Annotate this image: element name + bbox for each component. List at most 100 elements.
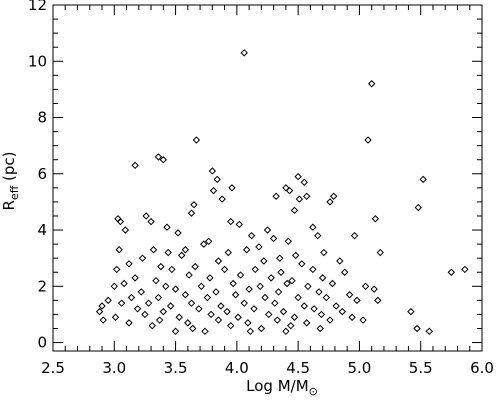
x-tick-label: 3.5 xyxy=(164,359,188,377)
data-point xyxy=(220,265,229,274)
data-point xyxy=(121,226,130,234)
y-tick-label: 10 xyxy=(28,52,47,70)
data-point xyxy=(227,321,235,330)
data-point xyxy=(206,274,214,282)
data-point xyxy=(338,307,346,316)
data-point xyxy=(317,310,326,319)
data-point xyxy=(207,310,215,319)
x-axis-title: Log M/M⊙ xyxy=(246,377,318,398)
data-point xyxy=(133,305,142,313)
data-point xyxy=(247,231,256,240)
data-point xyxy=(218,195,226,203)
data-point xyxy=(371,215,380,223)
data-point xyxy=(224,248,232,257)
data-point xyxy=(425,327,434,336)
data-point xyxy=(271,299,279,307)
data-point xyxy=(155,316,164,324)
data-point xyxy=(154,153,163,161)
data-point xyxy=(213,175,221,184)
data-point xyxy=(285,186,294,195)
data-point xyxy=(159,156,168,164)
data-point xyxy=(125,319,133,327)
x-tick-label: 4.0 xyxy=(225,359,249,377)
data-point xyxy=(191,262,199,271)
data-point xyxy=(245,285,253,293)
data-point xyxy=(345,291,354,299)
data-point xyxy=(147,217,155,226)
data-point xyxy=(326,316,334,324)
data-point xyxy=(261,293,269,302)
data-point xyxy=(251,265,259,274)
data-point xyxy=(189,324,197,333)
data-point xyxy=(138,254,147,262)
data-point xyxy=(260,257,268,265)
data-point xyxy=(115,246,123,254)
data-point xyxy=(157,262,165,271)
data-point xyxy=(267,274,275,282)
data-point xyxy=(159,307,168,316)
data-point xyxy=(185,271,193,279)
data-point xyxy=(447,268,456,276)
data-points xyxy=(95,49,469,336)
data-point xyxy=(316,324,324,333)
data-point xyxy=(413,324,421,333)
data-point xyxy=(298,260,306,268)
data-point xyxy=(223,307,231,316)
x-axis-title-main: Log M/M xyxy=(246,377,309,395)
data-point xyxy=(104,296,112,305)
data-point xyxy=(283,279,291,288)
data-point xyxy=(240,299,248,307)
data-point xyxy=(166,302,175,310)
data-point xyxy=(309,223,317,231)
data-point xyxy=(361,282,370,291)
data-point xyxy=(367,80,376,88)
data-point xyxy=(310,305,318,313)
data-point xyxy=(171,285,180,293)
data-point xyxy=(229,279,237,288)
data-point xyxy=(137,288,145,296)
data-point xyxy=(290,206,299,215)
data-point xyxy=(288,276,296,285)
data-point xyxy=(195,305,203,313)
data-point xyxy=(214,257,223,265)
data-point xyxy=(168,265,176,274)
data-point xyxy=(304,282,312,291)
data-point xyxy=(326,198,334,206)
y-tick-label: 2 xyxy=(37,277,47,295)
data-point xyxy=(187,299,196,307)
tick-labels: 2.5 3.0 3.5 4.0 4.5 5.0 5.5 6.0 0 2 4 6 8 10 12 xyxy=(28,0,494,377)
data-point xyxy=(148,321,156,330)
data-point xyxy=(117,299,126,307)
data-point xyxy=(348,313,356,321)
data-point xyxy=(309,265,317,274)
data-point xyxy=(295,195,304,203)
data-point xyxy=(212,288,220,296)
data-point xyxy=(314,231,322,240)
data-point xyxy=(209,186,218,195)
data-point xyxy=(370,285,378,293)
data-point xyxy=(201,327,209,336)
data-point xyxy=(374,296,382,305)
data-point xyxy=(279,307,288,316)
data-point xyxy=(171,327,180,336)
x-tick-label: 2.5 xyxy=(41,359,65,377)
y-tick-label: 12 xyxy=(28,0,47,14)
data-point xyxy=(152,276,160,285)
data-point xyxy=(287,321,295,330)
y-tick-label: 0 xyxy=(37,334,47,352)
data-point xyxy=(164,248,172,257)
data-point xyxy=(203,293,212,302)
data-point xyxy=(257,324,266,333)
data-point xyxy=(217,302,225,310)
data-point xyxy=(111,313,120,321)
data-point xyxy=(303,192,311,200)
data-point xyxy=(284,237,293,245)
data-point xyxy=(359,316,367,324)
data-point xyxy=(328,279,337,288)
data-point xyxy=(350,231,359,240)
data-point xyxy=(318,274,327,282)
data-point xyxy=(320,248,328,257)
data-point xyxy=(192,136,201,144)
data-point xyxy=(177,251,186,260)
data-point xyxy=(419,175,427,184)
